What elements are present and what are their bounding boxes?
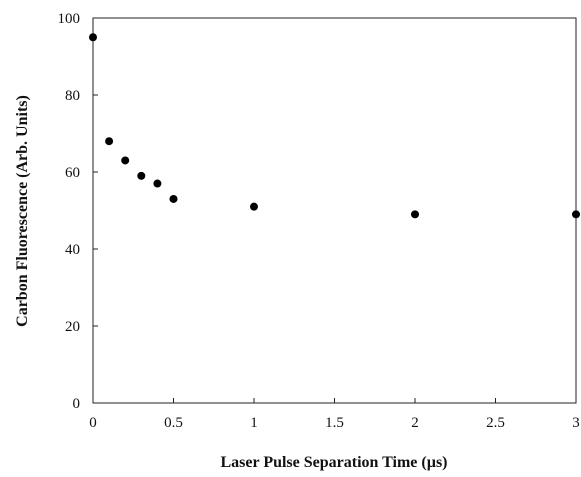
x-tick-label: 0.5 <box>164 415 183 431</box>
data-point <box>137 171 146 180</box>
x-axis-title: Laser Pulse Separation Time (µs) <box>221 454 448 471</box>
y-tick-label: 80 <box>65 88 80 104</box>
plot-frame <box>92 17 577 404</box>
data-point <box>121 156 130 165</box>
y-tick-label: 60 <box>65 165 80 181</box>
data-point <box>250 202 258 211</box>
axis-tick-labels: 0 0.5 1 1.5 2 2.5 3 0 20 40 60 80 100 <box>58 11 580 431</box>
data-point <box>153 179 162 188</box>
y-tick-label: 40 <box>65 242 80 258</box>
x-tick-label: 2 <box>411 415 419 431</box>
x-tick-label: 1 <box>250 415 258 431</box>
data-point <box>169 194 178 203</box>
y-tick-label: 100 <box>58 11 81 27</box>
data-point <box>572 210 580 219</box>
y-tick-label: 0 <box>73 396 81 412</box>
x-tick-label: 2.5 <box>486 415 505 431</box>
data-point <box>105 137 114 146</box>
x-tick-label: 3 <box>572 415 580 431</box>
x-tick-label: 1.5 <box>325 415 344 431</box>
x-tick-label: 0 <box>89 415 97 431</box>
y-axis-title: Carbon Fluorescence (Arb. Units) <box>14 95 31 327</box>
y-tick-label: 20 <box>65 319 80 335</box>
data-points <box>89 33 580 219</box>
data-point <box>89 33 97 42</box>
axis-ticks <box>92 17 577 404</box>
data-point <box>411 210 419 219</box>
